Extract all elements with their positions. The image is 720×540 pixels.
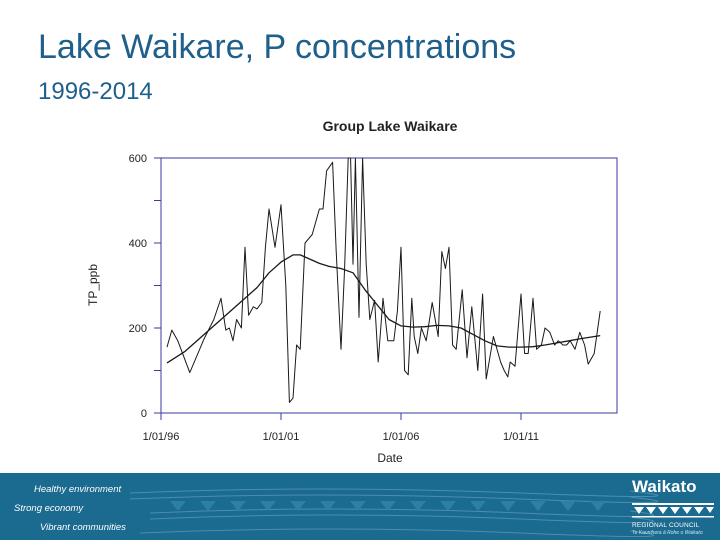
series-trend-line (166, 254, 601, 364)
y-tick-label: 0 (141, 408, 147, 420)
footer-wave-pattern (129, 488, 659, 538)
logo-name: Waikato (632, 477, 697, 496)
slogan-strong-economy: Strong economy (14, 503, 84, 514)
chart-title: Group Lake Waikare (323, 118, 458, 134)
chart: Group Lake Waikare TP_ppb Date 0 200 400 60… (86, 118, 618, 465)
slide-title: Lake Waikare, P concentrations (38, 28, 517, 66)
plot-frame (160, 157, 618, 414)
logo-subtitle: REGIONAL COUNCIL (632, 522, 700, 529)
x-tick-label: 1/01/11 (503, 431, 539, 443)
slogan-healthy-environment: Healthy environment (34, 484, 122, 495)
logo-wave-icon (632, 503, 714, 518)
x-tick-label: 1/01/96 (143, 431, 180, 443)
y-tick-label: 200 (129, 323, 147, 335)
y-tick-label: 600 (129, 153, 147, 165)
x-tick-label: 1/01/06 (383, 431, 420, 443)
series-observed-line (166, 157, 601, 403)
x-axis-label: Date (377, 451, 403, 465)
footer-band: Healthy environment Strong economy Vibra… (0, 473, 720, 540)
waikato-logo: Waikato REGIONAL COUNCIL Te Kaunihera ā … (630, 477, 716, 537)
logo-tagline: Te Kaunihera ā Rohe o Waikato (632, 530, 703, 536)
y-tick-label: 400 (129, 238, 147, 250)
slide-subtitle: 1996-2014 (38, 78, 153, 105)
slogan-vibrant-communities: Vibrant communities (40, 522, 126, 533)
y-axis-label: TP_ppb (86, 264, 100, 306)
x-tick-label: 1/01/01 (263, 431, 300, 443)
